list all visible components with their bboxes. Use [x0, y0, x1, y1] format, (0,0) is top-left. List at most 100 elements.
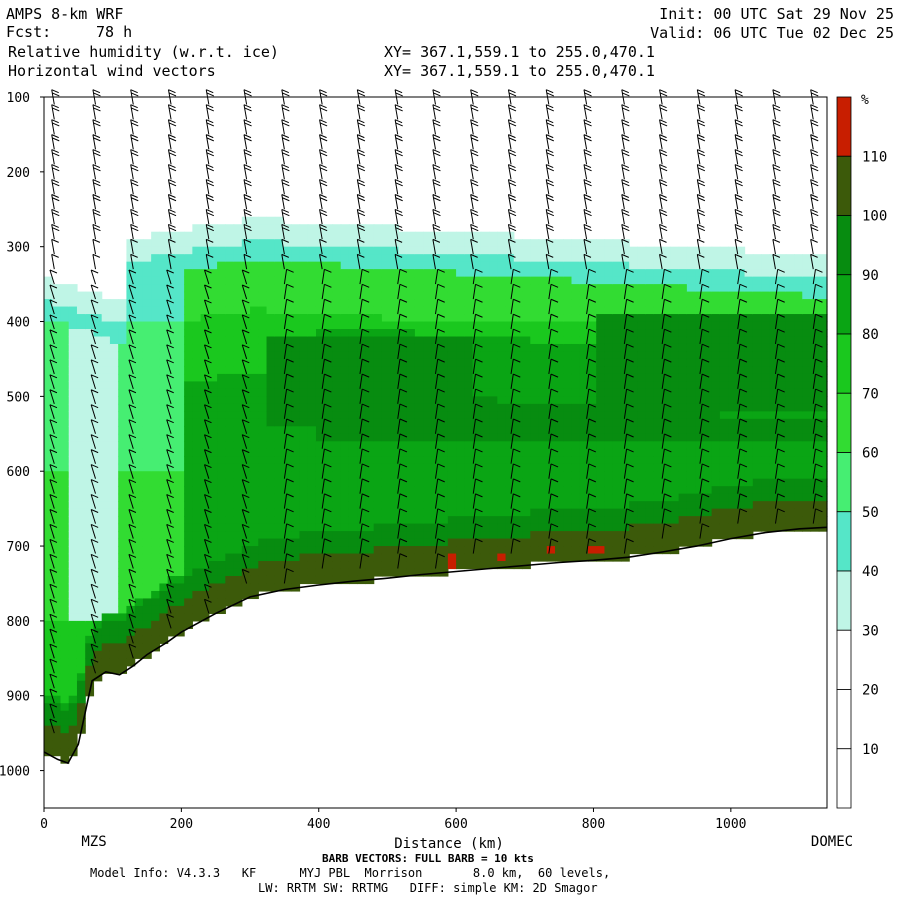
rh-cell: [44, 673, 53, 682]
barb-staff: [90, 404, 96, 419]
rh-cell: [744, 314, 754, 323]
barb-flag: [166, 359, 174, 364]
barb-staff: [205, 239, 210, 255]
rh-cell: [464, 246, 474, 255]
rh-cell: [381, 426, 391, 435]
rh-cell: [258, 411, 268, 420]
rh-cell: [250, 590, 259, 600]
rh-cell: [44, 381, 53, 390]
rh-cell: [555, 411, 564, 420]
rh-cell: [192, 388, 202, 397]
barb-staff: [166, 404, 172, 419]
rh-cell: [250, 329, 259, 338]
rh-cell: [678, 246, 688, 255]
rh-cell: [464, 254, 474, 263]
rh-cell: [250, 441, 259, 450]
rh-cell: [398, 269, 408, 278]
rh-cell: [60, 441, 70, 450]
rh-cell: [752, 276, 762, 285]
rh-cell: [728, 366, 737, 375]
rh-cell: [637, 546, 647, 555]
rh-cell: [101, 448, 111, 457]
rh-cell: [456, 546, 465, 555]
rh-cell: [612, 441, 622, 450]
rh-cell: [373, 441, 383, 450]
rh-cell: [423, 411, 432, 420]
rh-cell: [744, 441, 754, 450]
rh-cell: [175, 418, 185, 427]
barb-flag: [206, 152, 215, 157]
rh-cell: [711, 343, 721, 353]
rh-cell: [126, 561, 136, 570]
rh-cell: [645, 456, 655, 465]
rh-cell: [283, 231, 292, 240]
rh-cell: [629, 433, 639, 442]
rh-cell: [744, 329, 754, 338]
rh-cell: [670, 501, 680, 510]
rh-cell: [283, 388, 292, 397]
barb-flag: [168, 107, 177, 112]
rh-cell: [109, 650, 119, 659]
rh-cell: [307, 478, 317, 487]
rh-cell: [101, 411, 111, 420]
barb-staff: [90, 494, 96, 509]
rh-cell: [258, 448, 268, 457]
wind-barb: [92, 223, 101, 240]
rh-cell: [315, 269, 325, 278]
barb-staff: [49, 464, 55, 479]
rh-cell: [348, 441, 358, 450]
rh-cell: [76, 314, 86, 323]
rh-cell: [93, 336, 103, 345]
barb-flag: [166, 464, 174, 469]
rh-cell: [695, 411, 704, 420]
rh-cell: [513, 433, 523, 442]
rh-cell: [670, 433, 680, 442]
rh-cell: [167, 336, 177, 345]
barb-staff: [204, 284, 210, 300]
rh-cell: [109, 620, 119, 629]
rh-cell: [596, 478, 606, 487]
rh-cell: [373, 306, 383, 315]
rh-cell: [151, 553, 160, 562]
rh-cell: [777, 471, 787, 480]
rh-cell: [299, 538, 309, 547]
rh-cell: [678, 299, 688, 308]
rh-cell: [225, 269, 235, 278]
rh-cell: [315, 306, 325, 315]
rh-cell: [332, 366, 342, 375]
rh-cell: [167, 553, 177, 562]
rh-cell: [752, 501, 762, 510]
rh-cell: [365, 501, 375, 510]
rh-cell: [579, 403, 589, 412]
wind-barb: [166, 404, 174, 419]
rh-cell: [192, 306, 202, 315]
rh-cell: [85, 403, 95, 412]
rh-cell: [670, 254, 680, 263]
rh-cell: [620, 358, 630, 368]
rh-cell: [250, 508, 259, 517]
rh-cell: [571, 411, 581, 420]
rh-cell: [258, 561, 268, 570]
rh-cell: [719, 314, 729, 323]
rh-cell: [159, 575, 169, 585]
rh-cell: [406, 321, 416, 330]
rh-cell: [85, 321, 95, 330]
rh-cell: [439, 366, 449, 375]
barb-staff: [128, 359, 134, 375]
rh-cell: [307, 426, 317, 435]
rh-cell: [670, 343, 680, 353]
rh-cell: [332, 351, 342, 360]
rh-cell: [357, 531, 367, 540]
rh-cell: [151, 568, 160, 577]
rh-cell: [68, 575, 78, 585]
rh-cell: [530, 306, 540, 315]
rh-cell: [76, 561, 86, 570]
rh-cell: [637, 276, 647, 285]
rh-cell: [777, 366, 787, 375]
rh-cell: [258, 538, 268, 547]
rh-cell: [587, 448, 597, 457]
rh-cell: [134, 343, 144, 353]
rh-cell: [390, 306, 400, 315]
rh-cell: [101, 568, 111, 577]
rh-cell: [563, 351, 573, 360]
